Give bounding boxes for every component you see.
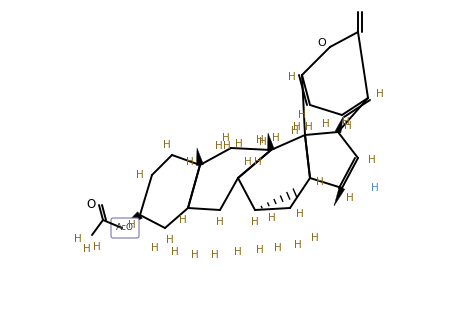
Text: O: O <box>317 38 326 48</box>
Text: H: H <box>93 242 101 252</box>
Text: H: H <box>311 233 319 243</box>
Text: H: H <box>191 250 199 260</box>
Text: H: H <box>223 141 231 151</box>
Text: H: H <box>83 244 91 254</box>
Text: H: H <box>342 117 350 127</box>
Text: H: H <box>251 217 259 227</box>
Text: H: H <box>128 220 136 230</box>
Text: H: H <box>166 235 174 245</box>
Text: H: H <box>322 119 330 129</box>
Text: H: H <box>179 215 187 225</box>
Text: H: H <box>259 137 267 147</box>
Polygon shape <box>122 212 142 228</box>
Text: H: H <box>316 177 324 187</box>
FancyBboxPatch shape <box>111 218 139 238</box>
Text: H: H <box>291 126 299 136</box>
Text: H: H <box>305 122 313 132</box>
Text: H: H <box>235 139 243 149</box>
Text: H: H <box>215 141 223 151</box>
Text: H: H <box>256 135 264 145</box>
Text: H: H <box>293 122 301 132</box>
Polygon shape <box>197 148 203 166</box>
Text: H: H <box>371 183 379 193</box>
Text: H: H <box>222 133 230 143</box>
Text: H: H <box>298 110 306 120</box>
Text: H: H <box>163 140 171 150</box>
Text: H: H <box>216 217 224 227</box>
Polygon shape <box>268 133 274 151</box>
Text: H: H <box>274 243 282 253</box>
Text: H: H <box>296 209 304 219</box>
Text: H: H <box>254 157 262 167</box>
Text: H: H <box>74 234 82 244</box>
Text: H: H <box>294 240 302 250</box>
Polygon shape <box>334 187 345 206</box>
Text: AcO: AcO <box>116 224 134 232</box>
Text: H: H <box>268 213 276 223</box>
Text: H: H <box>234 247 242 257</box>
Polygon shape <box>335 117 343 133</box>
Text: H: H <box>151 243 159 253</box>
Text: H: H <box>368 155 376 165</box>
Text: H: H <box>346 193 354 203</box>
Text: H: H <box>272 133 280 143</box>
Text: H: H <box>256 245 264 255</box>
Text: H: H <box>186 157 194 167</box>
Text: H: H <box>136 170 144 180</box>
Text: H: H <box>344 121 352 131</box>
Text: H: H <box>244 157 252 167</box>
Text: H: H <box>288 72 296 82</box>
Text: H: H <box>211 250 219 260</box>
Text: O: O <box>86 199 96 212</box>
Text: H: H <box>171 247 179 257</box>
Text: H: H <box>376 89 384 99</box>
